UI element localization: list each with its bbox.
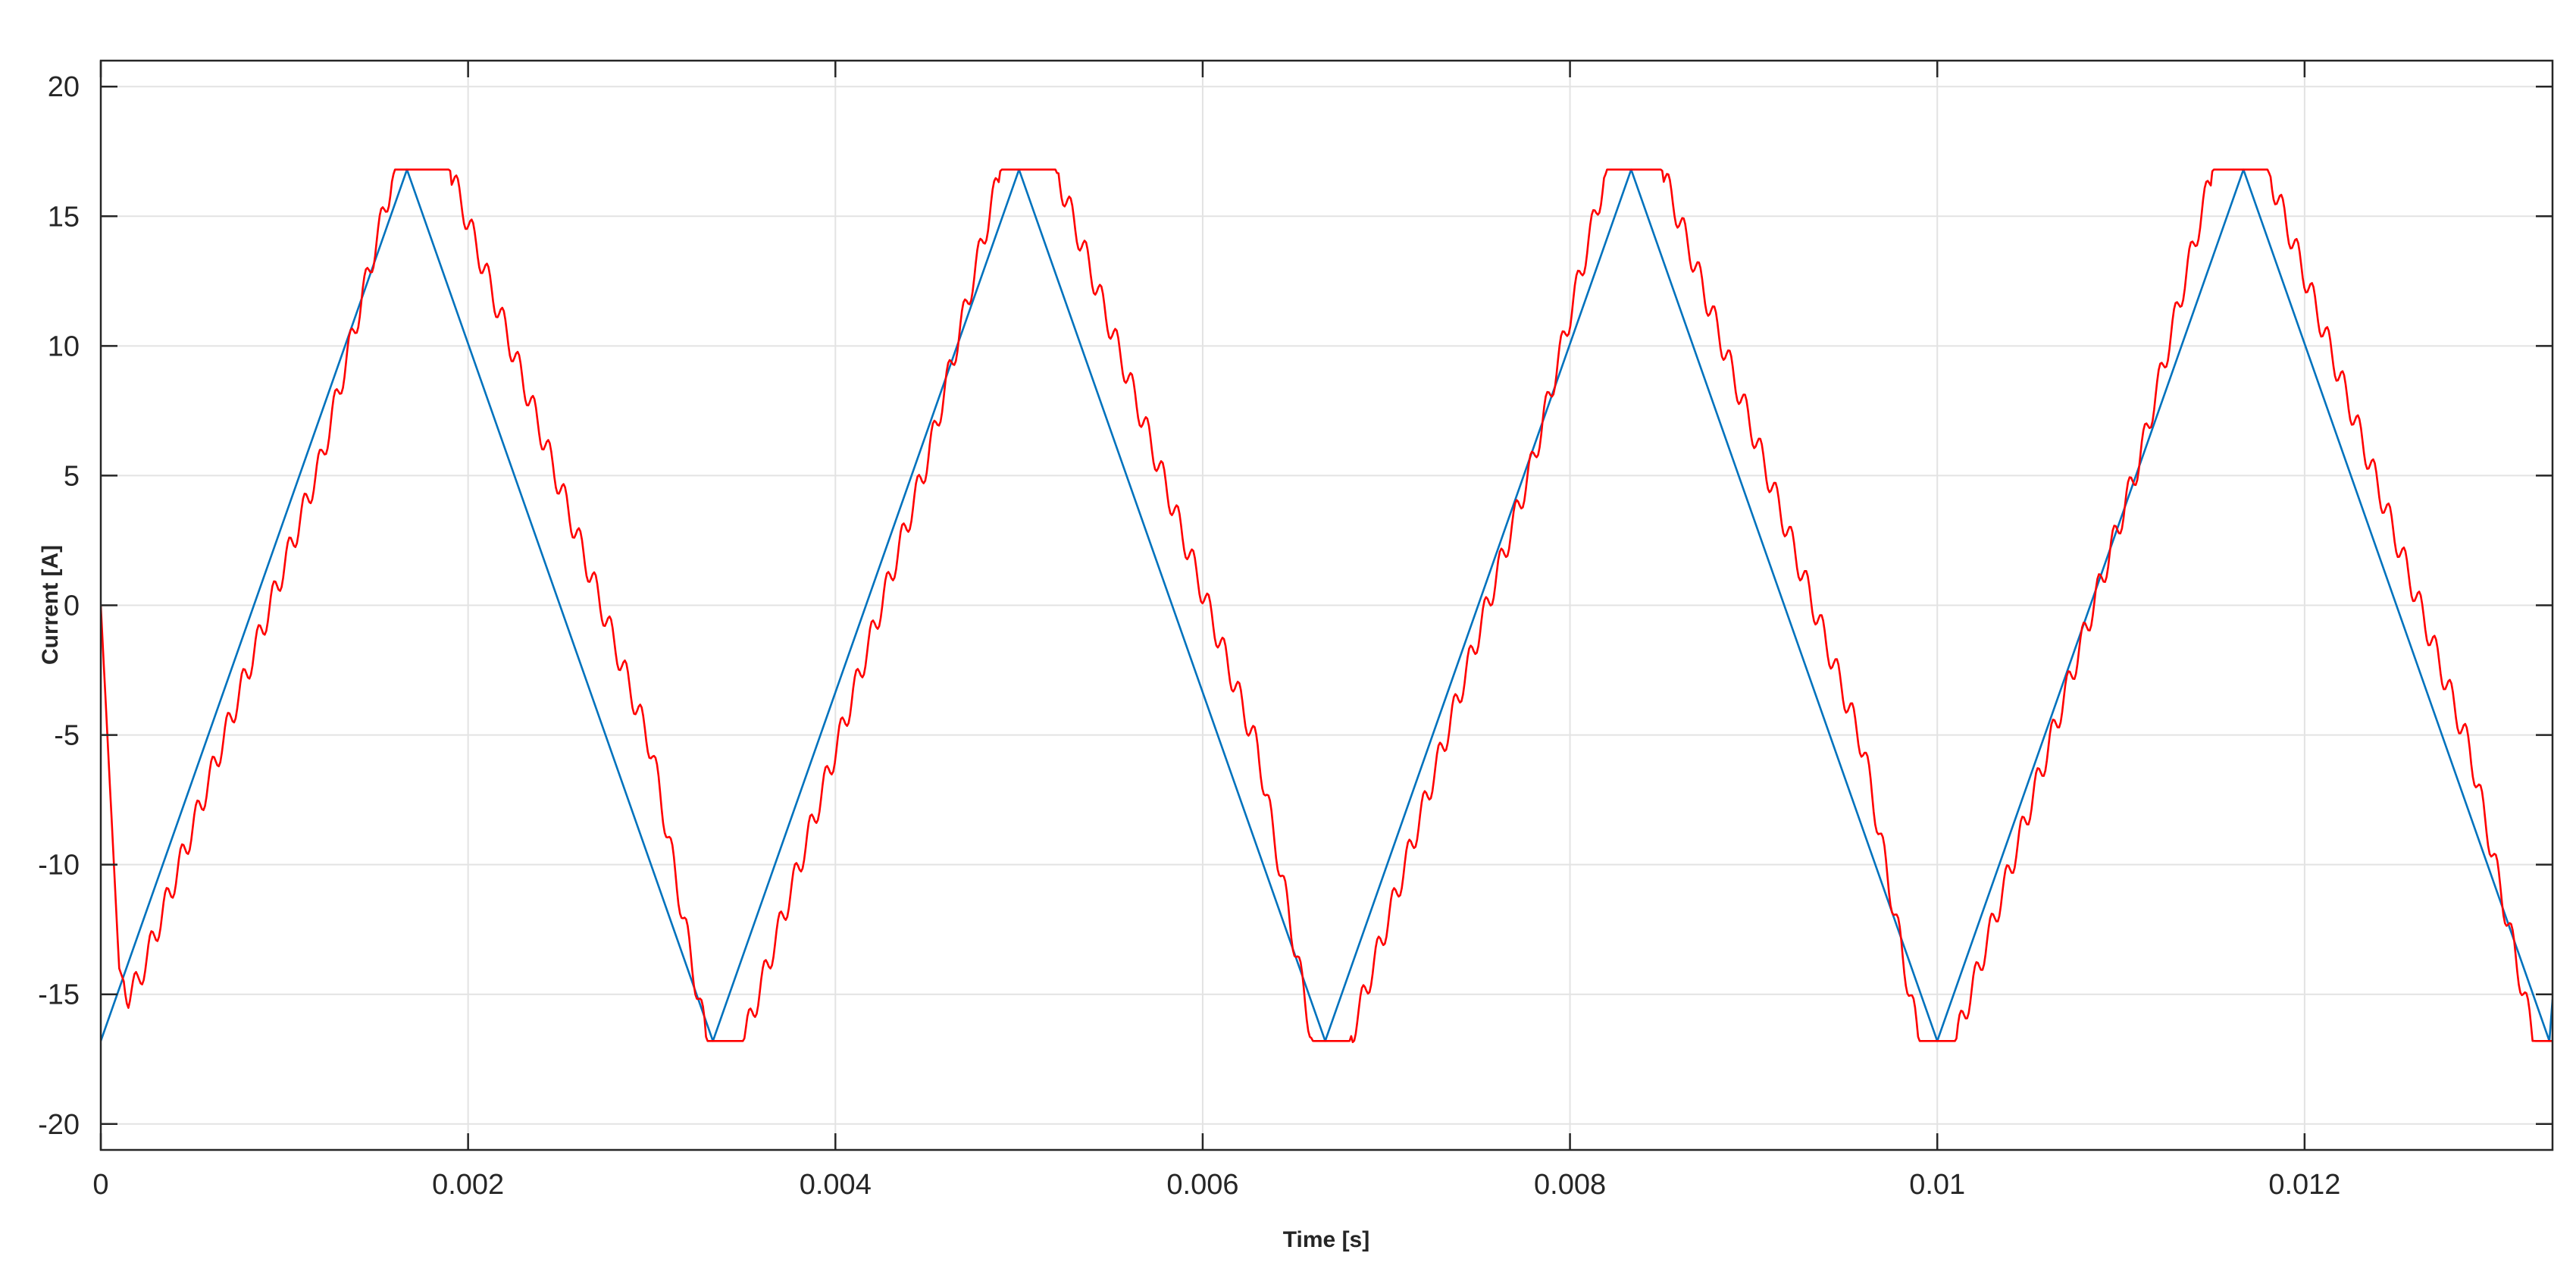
- x-tick-label: 0.01: [1909, 1169, 1965, 1201]
- series-measured-line: [101, 168, 2553, 1044]
- y-tick-label: -10: [38, 850, 80, 882]
- y-tick-label: 20: [48, 71, 80, 103]
- y-tick-label: 10: [48, 330, 80, 362]
- x-tick-label: 0.008: [1534, 1169, 1606, 1201]
- x-tick-label: 0.006: [1166, 1169, 1238, 1201]
- y-tick-label: -20: [38, 1109, 80, 1141]
- y-axis-label: Current [A]: [38, 545, 63, 665]
- x-tick-label: 0.012: [2268, 1169, 2340, 1201]
- y-tick-label: -5: [54, 720, 80, 752]
- x-tick-label: 0: [92, 1169, 108, 1201]
- grid-lines: [100, 61, 2553, 1150]
- x-tick-label: 0.004: [800, 1169, 872, 1201]
- x-tick-label: 0.002: [432, 1169, 504, 1201]
- y-tick-label: 0: [64, 591, 80, 622]
- y-tick-label: -15: [38, 979, 80, 1011]
- series-lines: [101, 168, 2553, 1044]
- y-tick-label: 15: [48, 201, 80, 233]
- axis-ticks: 0 0.002 0.004 0.006 0.008 0.01 0.012 -20 -15 -10 -…: [38, 61, 2553, 1201]
- y-tick-label: 5: [64, 460, 80, 492]
- x-axis-label: Time [s]: [1283, 1227, 1369, 1252]
- series-reference-line: [101, 168, 2553, 1042]
